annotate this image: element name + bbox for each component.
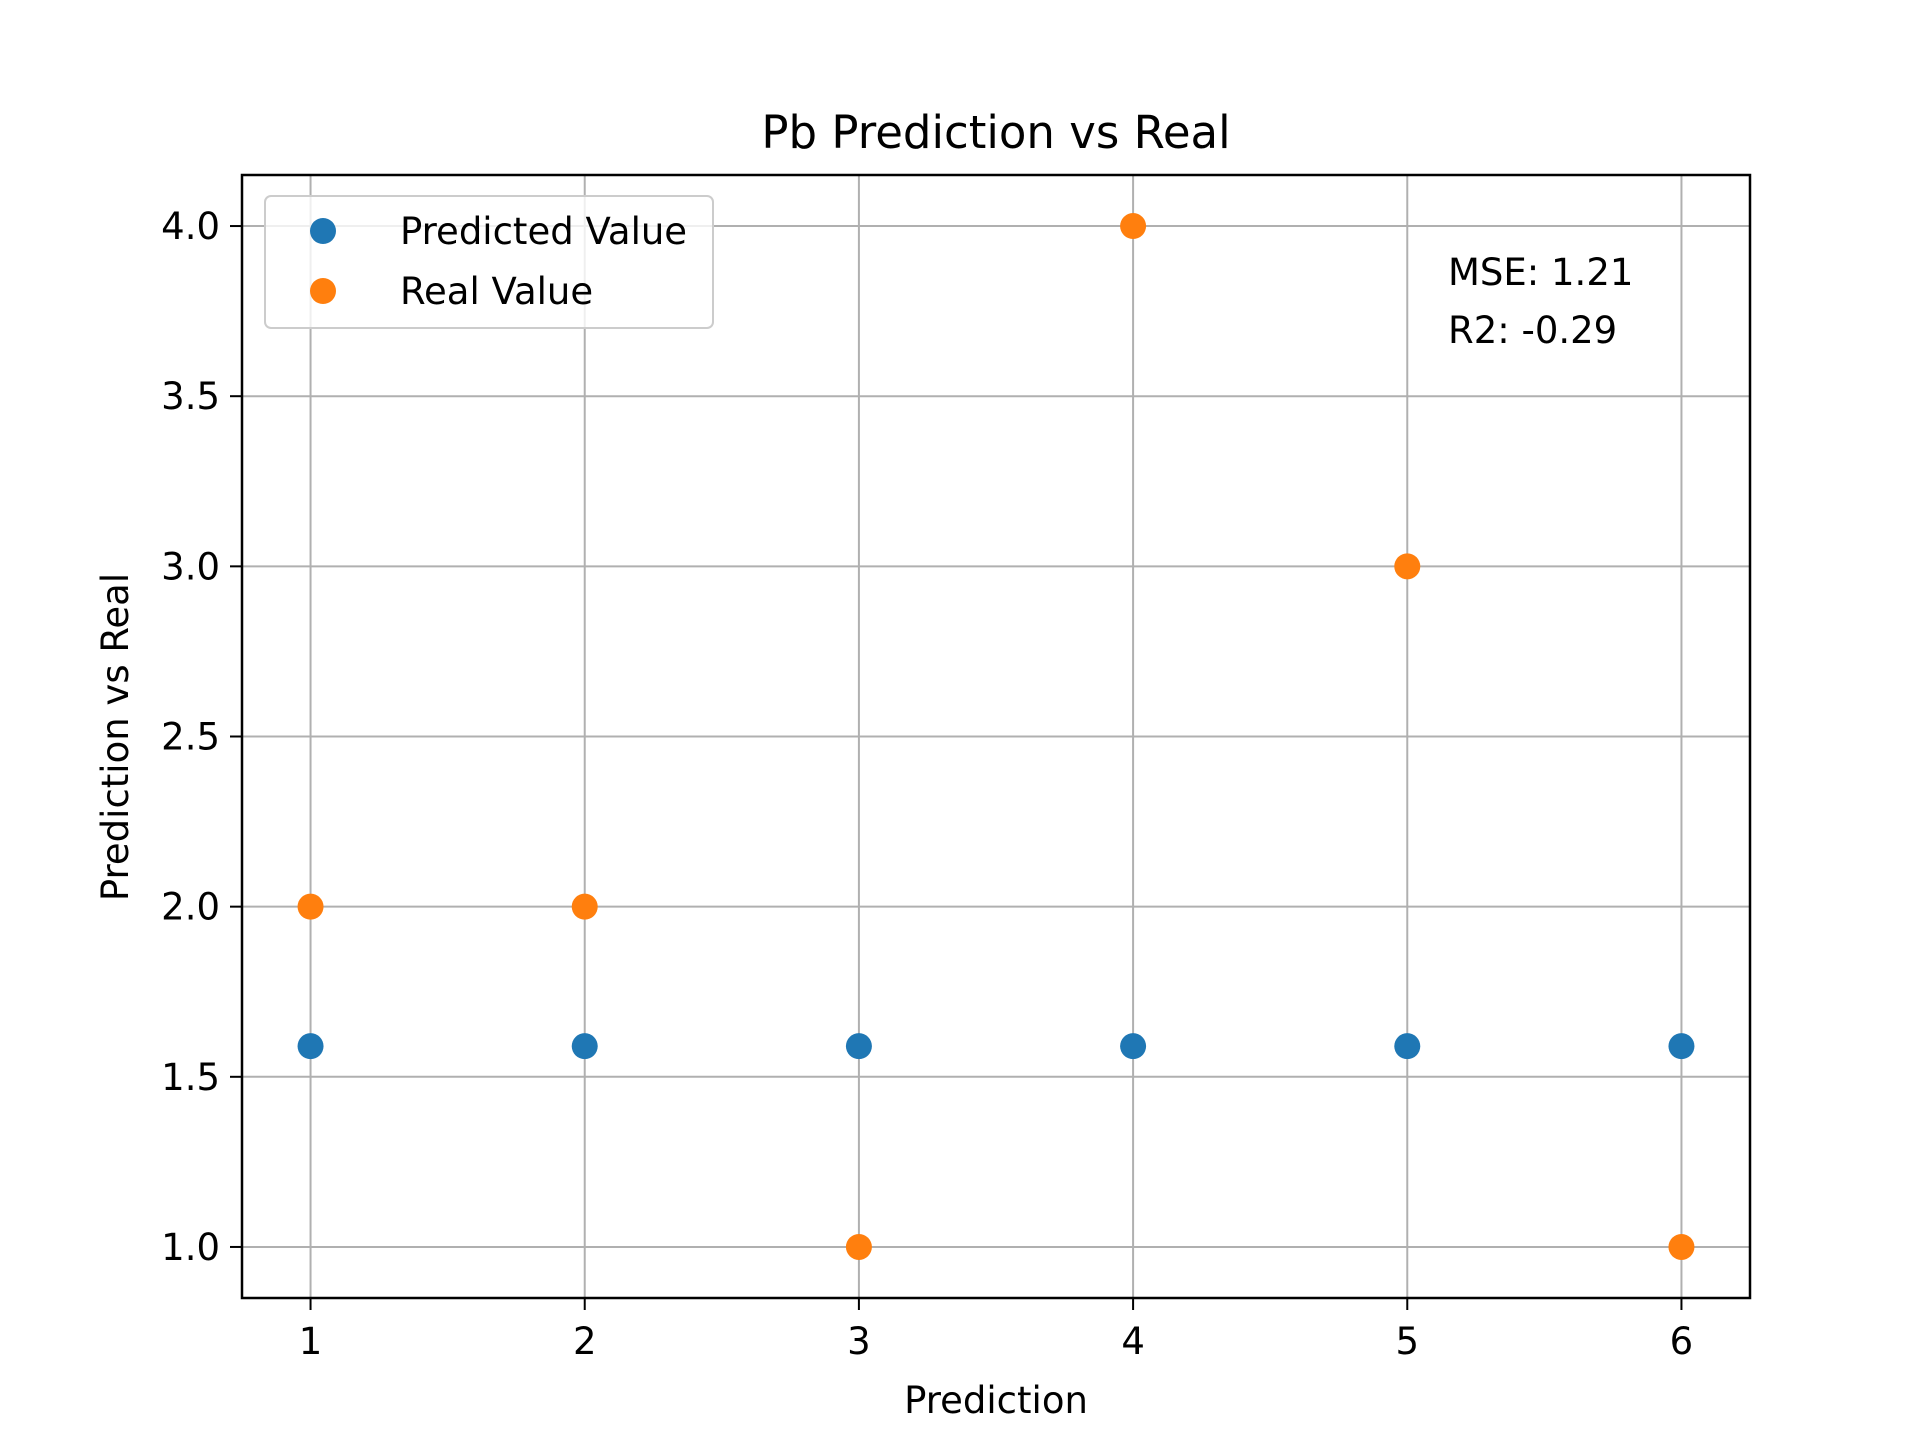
y-axis-label: Prediction vs Real: [94, 573, 137, 901]
y-tick-label: 2.0: [161, 886, 220, 929]
legend-frame: [264, 195, 714, 329]
y-tick-label: 2.5: [161, 716, 220, 759]
data-point: [571, 1033, 598, 1060]
data-point: [1394, 1033, 1421, 1060]
y-tick-label: 1.5: [161, 1056, 220, 1099]
data-point: [297, 893, 324, 920]
series-real: [297, 213, 1695, 1260]
legend: Predicted Value Real Value: [264, 195, 714, 329]
x-tick-label: 4: [1121, 1320, 1145, 1363]
data-point: [571, 893, 598, 920]
mse-annotation: MSE: 1.21: [1448, 251, 1633, 294]
grid-lines: [242, 175, 1750, 1298]
x-tick-label: 1: [299, 1320, 323, 1363]
data-point: [1120, 1033, 1147, 1060]
y-tick-label: 1.0: [161, 1226, 220, 1269]
legend-label-real: Real Value: [400, 270, 593, 313]
x-tick-label: 5: [1395, 1320, 1419, 1363]
chart-title: Pb Prediction vs Real: [761, 106, 1230, 159]
data-point: [1120, 213, 1147, 240]
legend-marker-real: [310, 278, 336, 304]
data-point: [1668, 1233, 1695, 1260]
x-tick-label: 3: [847, 1320, 871, 1363]
annotation-box: MSE: 1.21 R2: -0.29: [1448, 251, 1633, 352]
series-predicted: [297, 1033, 1695, 1060]
x-tick-label: 6: [1670, 1320, 1694, 1363]
r2-annotation: R2: -0.29: [1448, 309, 1617, 352]
axis-ticks: 1 2 3 4 5 6 1.0 1.5 2.0 2.5 3.0 3.5 4.0: [161, 205, 1693, 1363]
legend-label-predicted: Predicted Value: [400, 210, 687, 253]
y-tick-label: 4.0: [161, 205, 220, 248]
data-points: [297, 213, 1695, 1260]
data-point: [1668, 1033, 1695, 1060]
x-tick-label: 2: [573, 1320, 597, 1363]
y-tick-label: 3.5: [161, 375, 220, 418]
legend-marker-predicted: [310, 218, 336, 244]
data-point: [845, 1233, 872, 1260]
data-point: [1394, 553, 1421, 580]
data-point: [845, 1033, 872, 1060]
y-tick-label: 3.0: [161, 545, 220, 588]
data-point: [297, 1033, 324, 1060]
x-axis-label: Prediction: [904, 1379, 1088, 1422]
